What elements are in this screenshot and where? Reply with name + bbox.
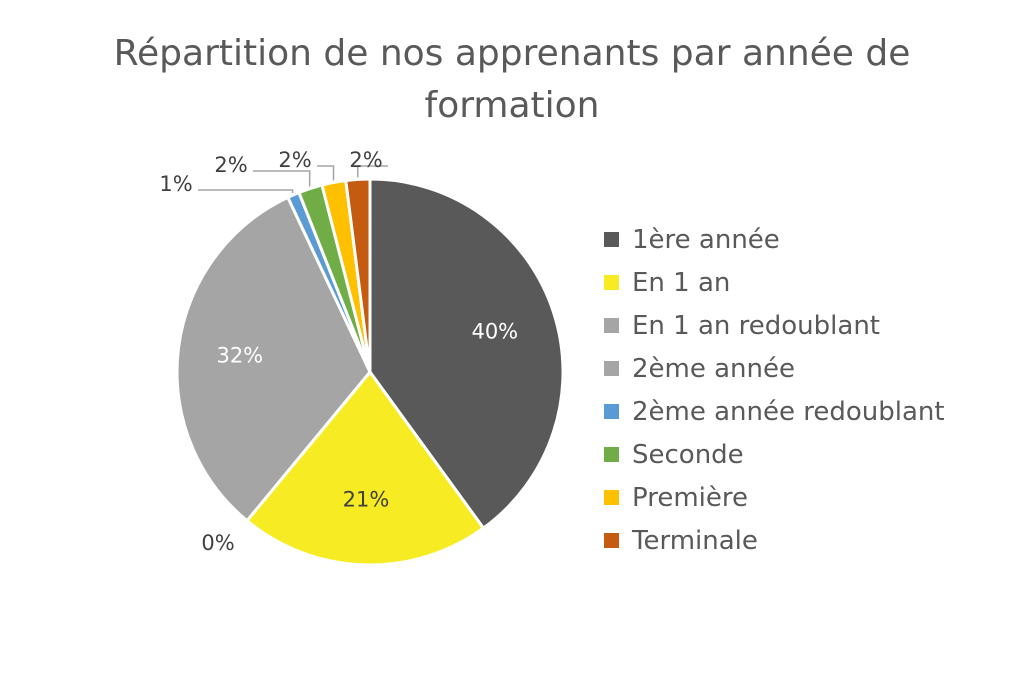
legend-item-2eme-annee-redoublant: 2ème année redoublant — [604, 390, 945, 433]
data-label-en-1-an-redoublant: 0% — [201, 531, 234, 555]
data-label-2eme-annee-redoublant: 1% — [159, 172, 192, 196]
legend-swatch-premiere — [604, 490, 619, 505]
legend-swatch-seconde — [604, 447, 619, 462]
data-label-en-1-an: 21% — [343, 487, 390, 511]
legend-swatch-terminale — [604, 533, 619, 548]
legend-label-en-1-an-redoublant: En 1 an redoublant — [632, 310, 880, 341]
data-label-premiere: 2% — [278, 148, 311, 172]
legend-swatch-en-1-an — [604, 275, 619, 290]
leader-line-terminale — [357, 165, 388, 178]
legend-item-terminale: Terminale — [604, 519, 945, 562]
pie-slice-2eme-annee — [175, 195, 372, 523]
legend-item-1ere-annee: 1ère année — [604, 218, 945, 261]
legend-item-en-1-an-redoublant: En 1 an redoublant — [604, 304, 945, 347]
legend-swatch-1ere-annee — [604, 232, 619, 247]
legend-item-seconde: Seconde — [604, 433, 945, 476]
legend-item-en-1-an: En 1 an — [604, 261, 945, 304]
data-label-2eme-annee: 32% — [216, 344, 263, 368]
chart-title-line-2: formation — [424, 85, 600, 126]
leader-line-seconde — [253, 170, 311, 187]
legend: 1ère année En 1 an En 1 an redoublant 2ème … — [604, 218, 945, 562]
legend-label-premiere: Première — [632, 482, 748, 513]
leader-line-2eme-annee-redoublant — [198, 189, 294, 193]
legend-item-2eme-annee: 2ème année — [604, 347, 945, 390]
leader-line-premiere — [317, 165, 335, 181]
legend-label-2eme-annee-redoublant: 2ème année redoublant — [632, 396, 945, 427]
legend-label-terminale: Terminale — [632, 525, 758, 556]
pie-slice-1ere-annee — [368, 177, 565, 530]
data-label-terminale: 2% — [349, 148, 382, 172]
legend-label-2eme-annee: 2ème année — [632, 353, 796, 384]
legend-label-1ere-annee: 1ère année — [632, 224, 780, 255]
data-label-1ere-annee: 40% — [471, 319, 518, 343]
legend-label-seconde: Seconde — [632, 439, 744, 470]
legend-swatch-2eme-annee — [604, 361, 619, 376]
pie-slice-en-1-an — [245, 370, 485, 567]
legend-swatch-2eme-annee-redoublant — [604, 404, 619, 419]
chart-title-line-1: Répartition de nos apprenants par année … — [113, 33, 911, 74]
legend-item-premiere: Première — [604, 476, 945, 519]
legend-label-en-1-an: En 1 an — [632, 267, 731, 298]
legend-swatch-en-1-an-redoublant — [604, 318, 619, 333]
data-label-seconde: 2% — [214, 153, 247, 177]
pie-slice-terminale — [344, 177, 372, 374]
chart-title: Répartition de nos apprenants par année … — [0, 28, 1024, 132]
